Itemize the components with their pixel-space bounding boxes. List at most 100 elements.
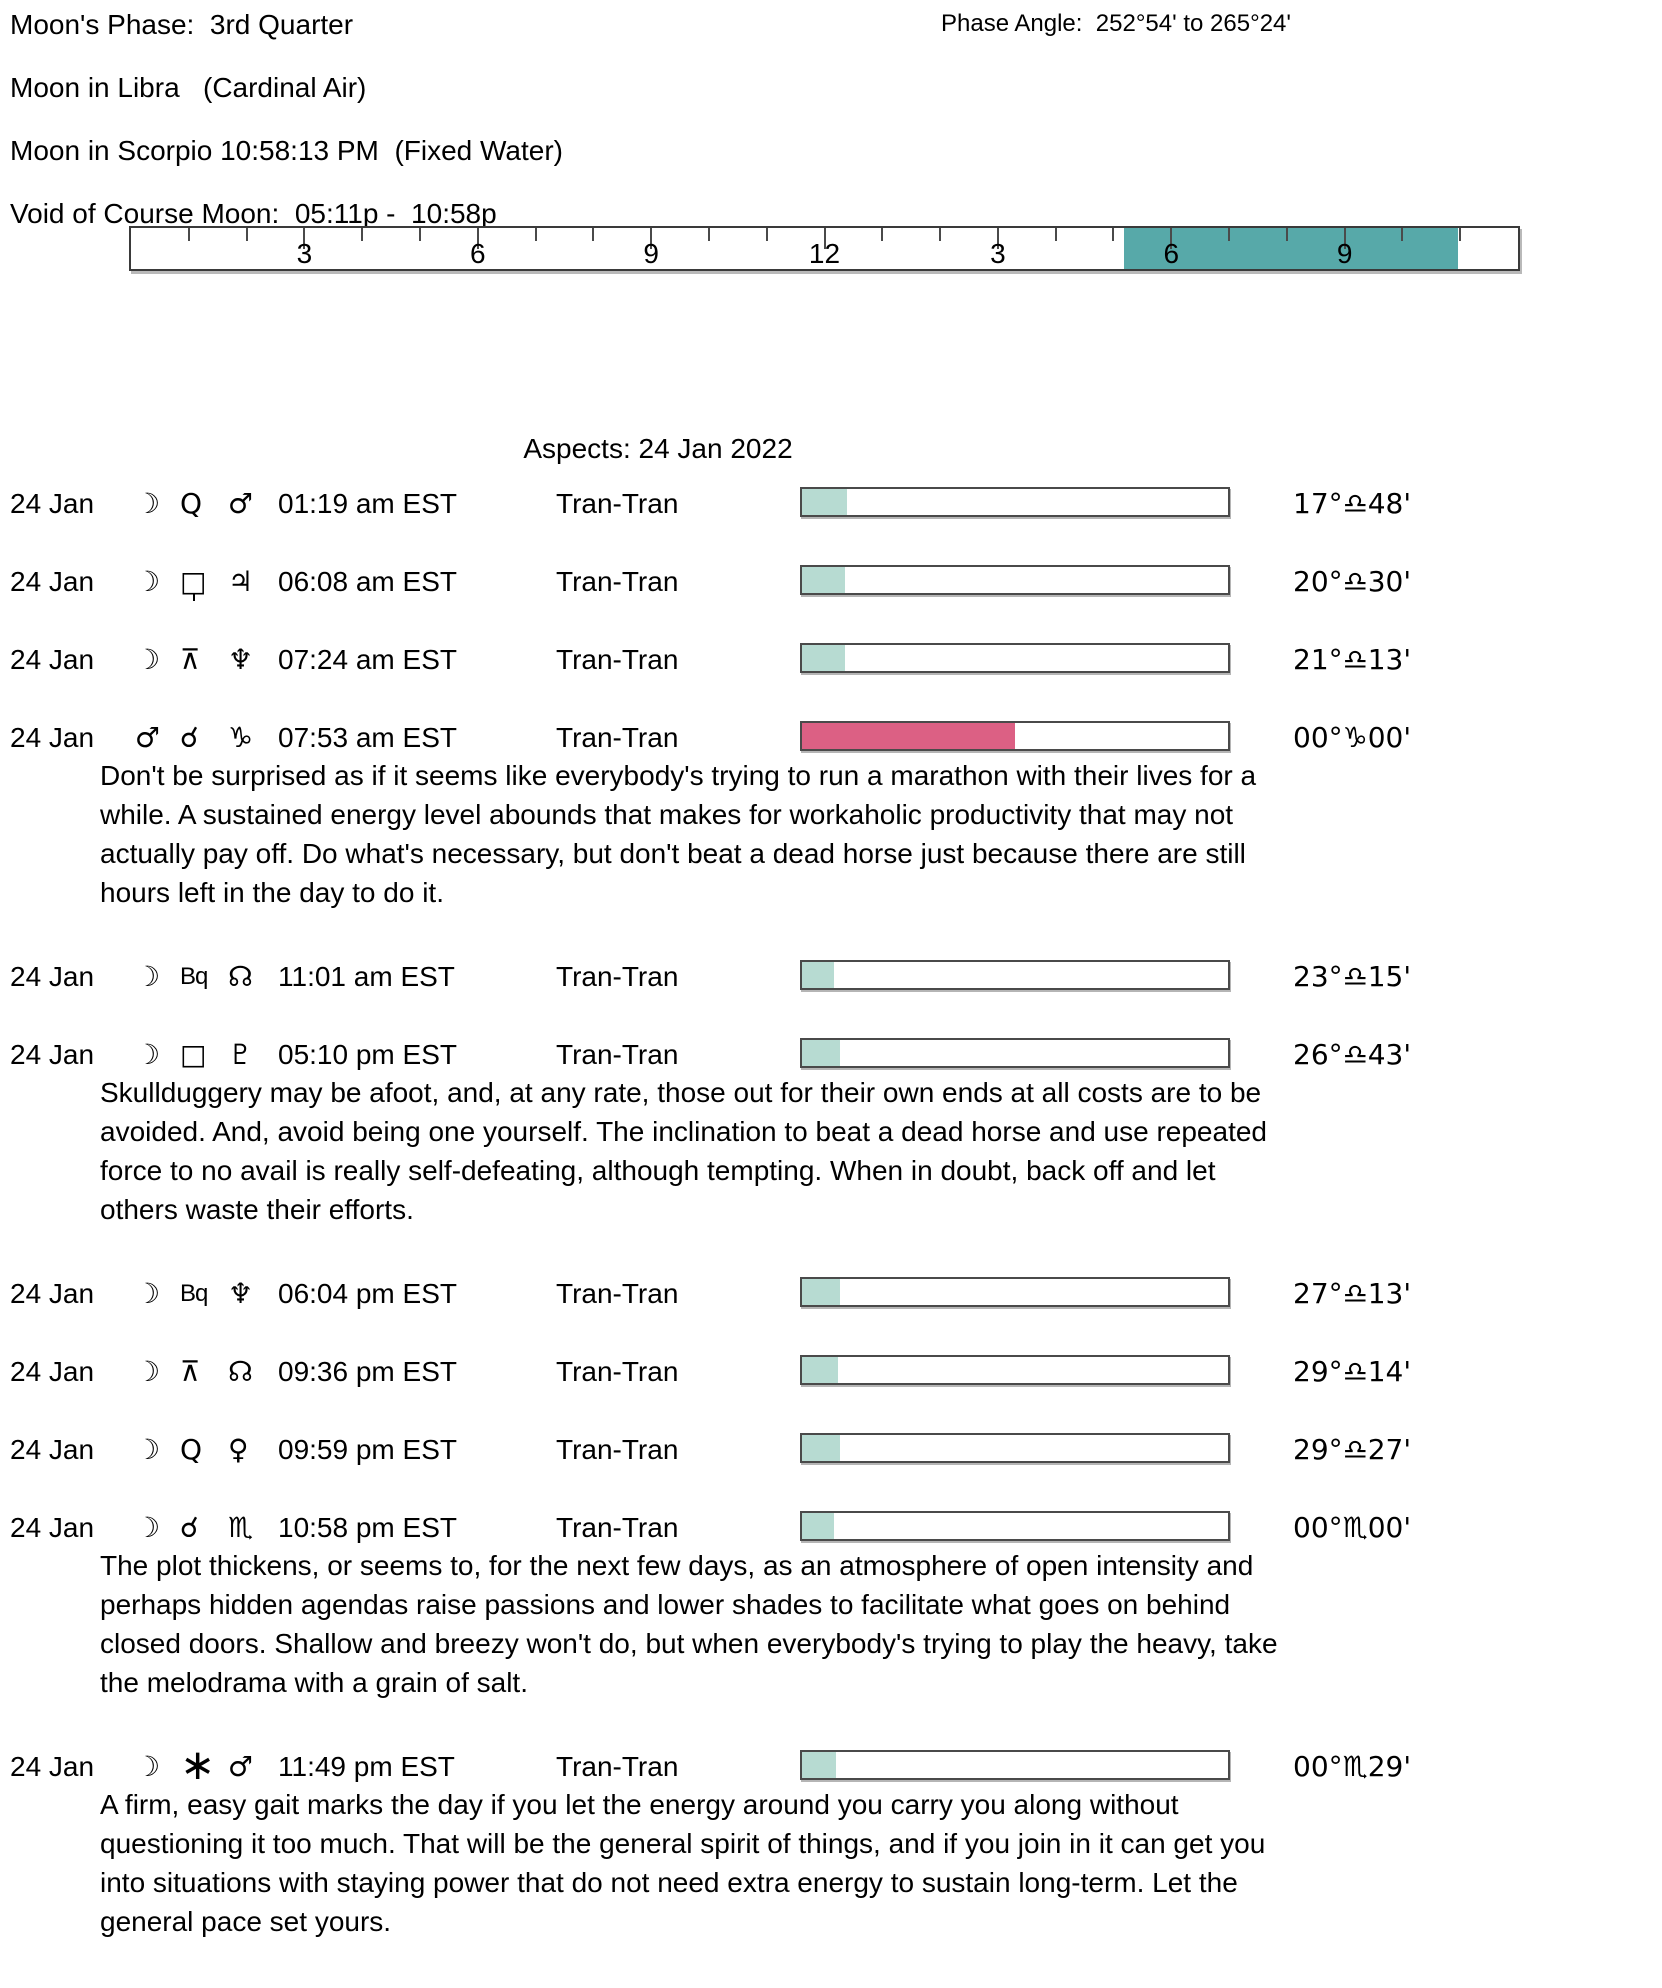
pluto-icon: ♇ [228,1038,254,1071]
report-header: Moon's Phase: 3rd Quarter Moon in Libra … [0,0,1662,231]
aspect-row: 24 Jan ☽ Bq ☊ 11:01 am EST Tran-Tran 23°… [0,960,1662,1038]
mars-icon: ♂ [228,487,254,520]
aspect-degree: 29°♎27' [1293,1433,1412,1466]
aspect-row: 24 Jan ☽ ∗ ♂ 11:49 pm EST Tran-Tran 00°♏… [0,1744,1662,1828]
aspect-degree: 00°♏00' [1293,1511,1412,1544]
orb-progress-bar [800,1511,1230,1541]
mars-icon: ♂ [135,721,161,754]
moon-phase-line: Moon's Phase: 3rd Quarter [10,9,354,40]
aspect-row: 24 Jan ☽ □ ♃ 06:08 am EST Tran-Tran 20°♎… [0,565,1662,643]
aspect-degree: 21°♎13' [1293,643,1412,676]
aspect-time: 07:53 am EST [278,722,457,753]
hour-tick [303,228,306,249]
neptune-icon: ♆ [228,643,254,676]
aspect-date: 24 Jan [10,1356,95,1387]
aspect-date: 24 Jan [10,961,95,992]
hour-tick [650,228,653,249]
aspect-type: Tran-Tran [556,644,679,675]
aspect-degree: 26°♎43' [1293,1038,1412,1071]
aspect-degree: 23°♎15' [1293,960,1412,993]
scorpio-icon: ♏ [228,1511,254,1544]
hour-tick [418,228,421,241]
aspect-row: 24 Jan ☽ □ ♇ 05:10 pm EST Tran-Tran 26°♎… [0,1038,1662,1116]
quintile-icon: Q [180,487,203,520]
conjunction-icon: ☌ [180,1511,199,1544]
orb-progress-bar [800,487,1230,517]
aspect-degree: 20°♎30' [1293,565,1412,598]
orb-progress-fill [802,567,845,593]
aspect-type: Tran-Tran [556,488,679,519]
hour-tick [1343,228,1346,249]
aspect-date: 24 Jan [10,1751,95,1782]
aspect-degree: 00°♑00' [1293,721,1412,754]
aspect-date: 24 Jan [10,644,95,675]
aspect-interpretation: Skullduggery may be afoot, and, at any r… [100,1077,1268,1225]
hour-tick [361,228,364,241]
aspect-type: Tran-Tran [556,722,679,753]
hour-tick-label: 9 [643,238,659,269]
biquintile-icon: Bq [180,963,208,990]
biquintile-icon: Bq [180,1280,208,1307]
hour-tick [1459,228,1462,241]
aspect-time: 11:01 am EST [278,961,455,992]
aspect-type: Tran-Tran [556,1278,679,1309]
hour-tick [187,228,190,241]
orb-progress-fill [802,962,834,988]
hour-tick-label: 9 [1336,238,1353,269]
orb-progress-bar [800,960,1230,990]
hour-tick [1054,228,1057,241]
hour-tick [1170,228,1173,249]
hour-tick [592,228,595,241]
aspect-type: Tran-Tran [556,961,679,992]
aspect-row: 24 Jan ☽ ⊼ ☊ 09:36 pm EST Tran-Tran 29°♎… [0,1355,1662,1433]
hour-tick-label: 3 [990,238,1006,269]
aspect-interpretation: A firm, easy gait marks the day if you l… [100,1789,1266,1937]
orb-progress-fill [802,645,845,671]
north-node-icon: ☊ [228,1355,253,1388]
orb-progress-bar [800,1277,1230,1307]
aspect-date: 24 Jan [10,488,95,519]
hour-tick-label: 3 [296,238,313,269]
orb-progress-bar [800,643,1230,673]
orb-progress-bar [800,1038,1230,1068]
quincunx-icon: ⊼ [180,643,201,676]
aspect-time: 07:24 am EST [278,644,457,675]
aspect-row: 24 Jan ☽ Q ♀ 09:59 pm EST Tran-Tran 29°♎… [0,1433,1662,1511]
aspect-time: 09:59 pm EST [278,1434,457,1465]
hour-tick-label: 6 [1163,238,1180,269]
aspect-date: 24 Jan [10,1512,95,1543]
mars-icon: ♂ [228,1750,254,1783]
quincunx-icon: ⊼ [180,1355,201,1388]
neptune-icon: ♆ [228,1277,254,1310]
aspect-type: Tran-Tran [556,1434,679,1465]
hour-tick [1285,228,1288,241]
orb-progress-fill [802,1357,839,1383]
moon-icon: ☽ [135,1433,161,1466]
quintile-icon: Q [180,1433,203,1466]
moon-icon: ☽ [135,565,161,598]
aspect-degree: 29°♎14' [1293,1355,1412,1388]
orb-progress-bar [800,721,1230,751]
aspect-date: 24 Jan [10,566,95,597]
moon-icon: ☽ [135,1355,161,1388]
orb-progress-fill [802,723,1015,749]
aspect-time: 11:49 pm EST [278,1751,455,1782]
aspect-time: 06:04 pm EST [278,1278,457,1309]
hour-tick [939,228,942,241]
aspect-degree: 17°♎48' [1293,487,1412,520]
aspect-time: 05:10 pm EST [278,1039,457,1070]
aspect-interpretation: The plot thickens, or seems to, for the … [100,1550,1278,1698]
aspect-row: 24 Jan ☽ Bq ♆ 06:04 pm EST Tran-Tran 27°… [0,1277,1662,1355]
hour-tick-label: 6 [469,238,486,269]
capricorn-icon: ♑ [228,721,254,754]
phase-angle-line: Phase Angle: 252°54' to 265°24' [941,10,1291,37]
aspect-time: 06:08 am EST [278,566,457,597]
hour-tick [765,228,768,241]
hour-tick [534,228,537,241]
hour-tick [823,228,826,249]
hour-tick [476,228,479,249]
orb-progress-fill [802,489,847,515]
jupiter-icon: ♃ [228,565,254,598]
orb-progress-bar [800,1355,1230,1385]
aspect-row: 24 Jan ☽ ⊼ ♆ 07:24 am EST Tran-Tran 21°♎… [0,643,1662,721]
